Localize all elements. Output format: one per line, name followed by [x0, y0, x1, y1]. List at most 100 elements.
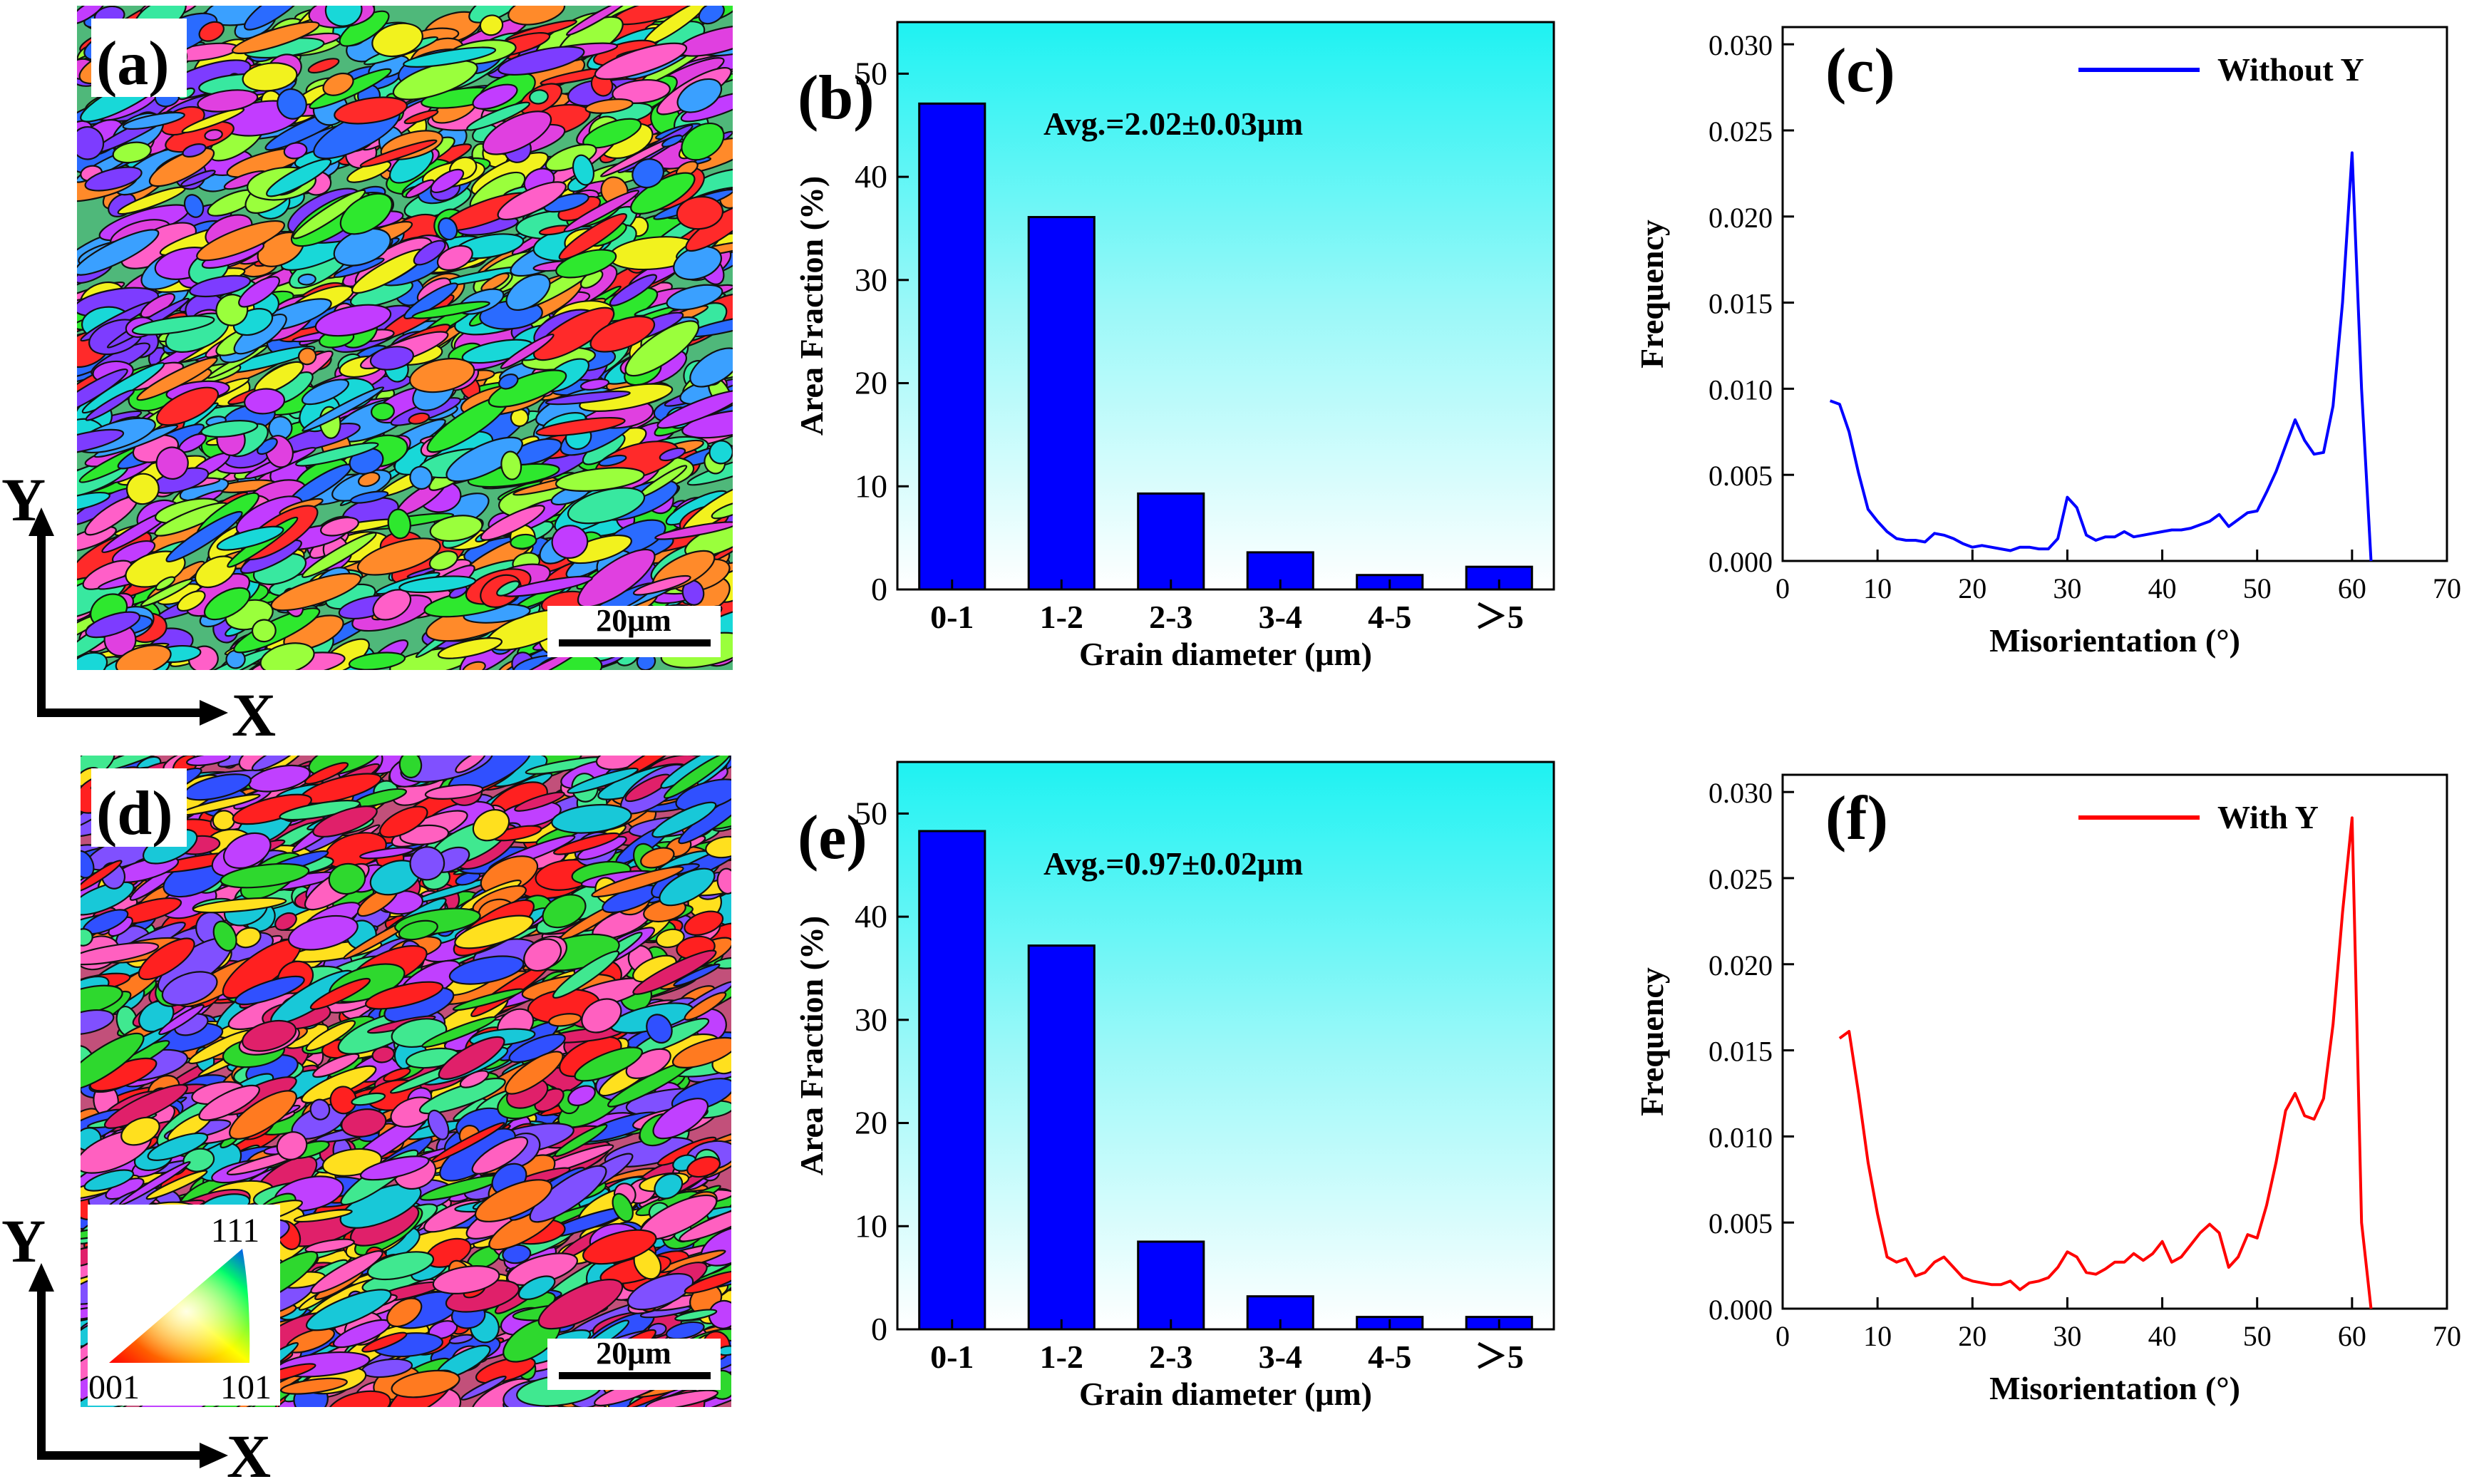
- grain: [572, 154, 595, 186]
- panel-label: (e): [798, 803, 867, 872]
- y-tick-label: 0.030: [1709, 29, 1773, 61]
- grain: [238, 276, 280, 308]
- grain: [251, 619, 277, 643]
- grain: [403, 282, 458, 320]
- grain: [656, 389, 733, 429]
- grain: [379, 805, 428, 838]
- grain: [83, 1169, 135, 1192]
- grain: [305, 1289, 392, 1331]
- grain: [708, 440, 733, 465]
- grain: [359, 1155, 430, 1181]
- chart-e: 0-1 1-2 2-3 3-4 4-5 ＞5 0 10 20 30 40 50 Avg.=0.97±0.…: [793, 761, 1555, 1412]
- grain: [505, 1051, 564, 1095]
- ipf-label-101: 101: [220, 1369, 272, 1406]
- grain: [302, 532, 377, 578]
- ipf-label-001: 001: [88, 1369, 140, 1406]
- y-tick-label: 0.000: [1709, 546, 1773, 578]
- grain: [436, 244, 473, 271]
- grain: [204, 129, 223, 141]
- grain: [500, 450, 522, 480]
- grain: [472, 83, 518, 110]
- grain: [198, 21, 225, 42]
- grain: [659, 867, 716, 907]
- grain: [85, 611, 141, 639]
- grain: [182, 143, 207, 158]
- grain: [148, 147, 215, 187]
- grain: [708, 1299, 731, 1329]
- x-tick-label: 50: [2243, 1320, 2272, 1352]
- grain: [84, 166, 143, 192]
- grain: [356, 537, 441, 576]
- grain: [292, 189, 366, 239]
- grain: [460, 1375, 507, 1401]
- panel-a-label: (a): [96, 29, 170, 98]
- grain: [77, 491, 110, 513]
- grain: [640, 847, 675, 869]
- grain: [131, 315, 215, 336]
- grain: [594, 42, 688, 81]
- grain: [577, 548, 656, 608]
- grain: [448, 1334, 473, 1344]
- grain: [277, 88, 307, 120]
- grain: [369, 346, 414, 371]
- grain: [339, 192, 393, 235]
- grain: [155, 576, 176, 591]
- x-tick-label: 1-2: [1040, 599, 1083, 635]
- grain: [671, 1385, 731, 1407]
- x-axis-title: Grain diameter (μm): [1079, 636, 1372, 672]
- grain: [471, 1136, 529, 1175]
- grain: [270, 572, 362, 612]
- grain: [309, 1098, 331, 1120]
- grain: [366, 1251, 435, 1281]
- ebsd-map-a: (a) 20μm: [77, 6, 733, 670]
- grain: [398, 756, 423, 778]
- grain: [452, 988, 525, 1011]
- x-tick-label: 10: [1863, 1320, 1892, 1352]
- scale-bar-a-text: 20μm: [596, 603, 671, 638]
- grain: [81, 1032, 145, 1091]
- panel-d-label: (d): [96, 779, 173, 848]
- grain: [625, 1048, 671, 1079]
- grain: [496, 580, 520, 597]
- grain: [235, 975, 305, 1006]
- grain: [543, 192, 589, 213]
- grain: [77, 368, 128, 416]
- grain: [497, 181, 567, 221]
- y-tick-label: 20: [855, 1105, 887, 1141]
- grain: [437, 637, 503, 659]
- grain: [155, 446, 189, 480]
- grain: [409, 358, 475, 393]
- grain: [500, 334, 555, 370]
- grain: [409, 465, 433, 490]
- grain: [120, 1116, 160, 1146]
- scale-bar-d-box: [547, 1339, 721, 1390]
- grain: [297, 347, 317, 366]
- y-tick-label: 50: [855, 795, 887, 831]
- grain: [689, 347, 733, 388]
- bar-1-2: [1027, 216, 1096, 591]
- grain: [176, 590, 206, 612]
- grain: [532, 306, 615, 361]
- grain: [432, 1265, 500, 1294]
- grain: [498, 46, 585, 76]
- grain: [327, 1390, 391, 1407]
- plot-area-e: [896, 761, 1555, 1331]
- grain: [180, 170, 216, 187]
- grain: [409, 846, 445, 881]
- grain: [558, 212, 627, 260]
- y-tick-label: 0.015: [1709, 288, 1773, 320]
- grain: [654, 521, 733, 540]
- grain: [324, 6, 363, 27]
- grain: [589, 315, 656, 353]
- grain: [233, 607, 321, 654]
- grain: [517, 1275, 556, 1300]
- y-tick-label: 20: [855, 365, 887, 401]
- grain: [438, 217, 458, 241]
- grain: [297, 273, 316, 286]
- grain: [529, 1165, 607, 1223]
- grain: [283, 142, 308, 160]
- grain: [510, 533, 537, 550]
- grain: [480, 272, 510, 292]
- panel-label: (f): [1825, 784, 1888, 853]
- grain: [81, 928, 93, 947]
